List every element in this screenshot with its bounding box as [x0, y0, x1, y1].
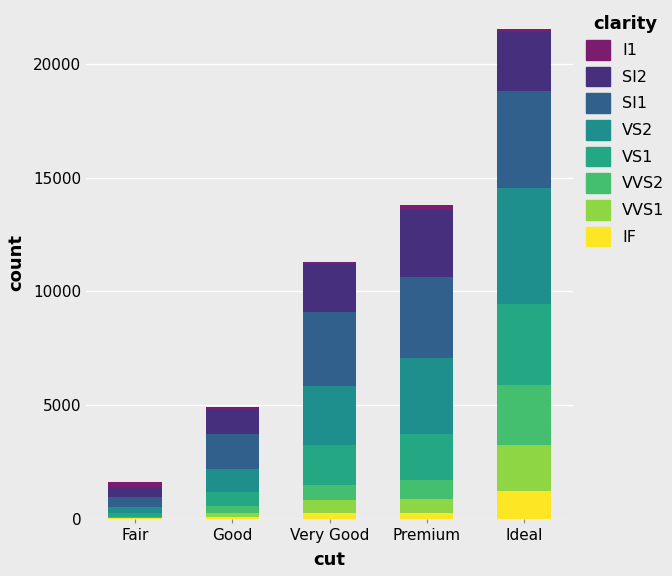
Bar	[497, 91, 550, 188]
Legend: I1, SI2, SI1, VS2, VS1, VVS2, VVS1, IF: I1, SI2, SI1, VS2, VS1, VVS2, VVS1, IF	[585, 15, 665, 247]
Bar	[108, 517, 162, 518]
X-axis label: cut: cut	[314, 551, 345, 569]
Bar	[303, 500, 356, 513]
Bar	[497, 385, 550, 445]
Bar	[497, 304, 550, 385]
Bar	[400, 513, 454, 519]
Bar	[303, 513, 356, 519]
Bar	[400, 276, 454, 358]
Bar	[108, 507, 162, 513]
Bar	[206, 407, 259, 410]
Bar	[206, 513, 259, 517]
Bar	[206, 434, 259, 469]
Bar	[400, 499, 454, 513]
Bar	[497, 445, 550, 491]
Bar	[303, 264, 356, 312]
Bar	[108, 482, 162, 487]
Bar	[400, 480, 454, 499]
Bar	[303, 312, 356, 385]
Bar	[108, 487, 162, 498]
Bar	[497, 491, 550, 519]
Bar	[303, 262, 356, 264]
Bar	[303, 445, 356, 485]
Bar	[497, 188, 550, 304]
Bar	[400, 434, 454, 480]
Bar	[400, 205, 454, 210]
Bar	[108, 513, 162, 517]
Bar	[206, 410, 259, 434]
Bar	[206, 469, 259, 491]
Bar	[400, 210, 454, 276]
Bar	[206, 491, 259, 506]
Bar	[303, 485, 356, 500]
Bar	[206, 506, 259, 513]
Y-axis label: count: count	[7, 234, 25, 291]
Bar	[400, 358, 454, 434]
Bar	[206, 517, 259, 519]
Bar	[303, 385, 356, 445]
Bar	[497, 32, 550, 91]
Bar	[108, 498, 162, 507]
Bar	[497, 29, 550, 32]
